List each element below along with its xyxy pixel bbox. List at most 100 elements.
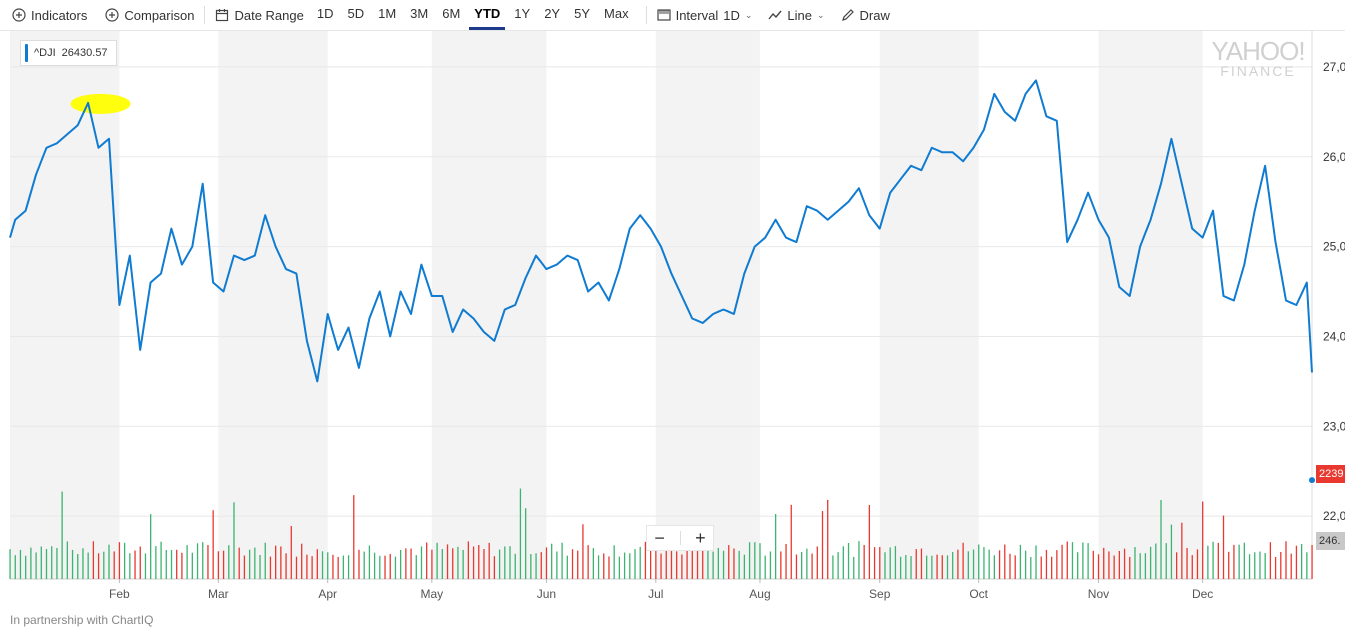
- series-legend[interactable]: ^DJI 26430.57: [20, 40, 117, 66]
- volume-bar: [879, 546, 881, 579]
- volume-bar: [1243, 542, 1245, 579]
- volume-bar: [1118, 550, 1121, 579]
- x-tick-label: Dec: [1192, 587, 1213, 601]
- volume-bar: [196, 543, 199, 579]
- partnership-footer: In partnership with ChartIQ: [10, 613, 154, 627]
- volume-bar: [816, 546, 818, 579]
- volume-bar: [1129, 556, 1131, 579]
- volume-bar: [71, 549, 74, 579]
- plus-circle-icon: [12, 8, 26, 22]
- volume-bar: [155, 546, 157, 579]
- chevron-down-icon: ⌄: [816, 9, 825, 20]
- volume-bar: [134, 550, 136, 579]
- range-1y[interactable]: 1Y: [514, 6, 531, 21]
- volume-bar: [1030, 556, 1032, 579]
- volume-bar: [670, 541, 673, 579]
- comparison-button[interactable]: Comparison: [105, 0, 194, 30]
- zoom-out-button[interactable]: −: [654, 527, 665, 548]
- range-5y[interactable]: 5Y: [574, 6, 591, 21]
- volume-bar: [1097, 554, 1100, 579]
- volume-bar: [728, 545, 730, 579]
- volume-bar: [535, 553, 537, 579]
- volume-bar: [910, 556, 912, 579]
- comparison-label: Comparison: [124, 7, 195, 23]
- volume-bar: [30, 547, 32, 579]
- zoom-in-button[interactable]: +: [695, 527, 706, 548]
- volume-bar: [847, 543, 850, 579]
- interval-button[interactable]: Interval 1D ⌄: [656, 0, 753, 30]
- volume-bar: [9, 549, 11, 579]
- volume-bar: [957, 549, 959, 579]
- range-2y[interactable]: 2Y: [544, 6, 561, 21]
- volume-bar: [743, 554, 746, 579]
- draw-button[interactable]: Draw: [841, 0, 890, 30]
- volume-bar: [1181, 522, 1183, 579]
- volume-bar: [493, 556, 496, 579]
- volume-bar: [842, 546, 844, 579]
- volume-bar: [243, 555, 246, 579]
- volume-bar: [212, 510, 214, 579]
- volume-bar: [1004, 544, 1006, 579]
- volume-bar: [759, 543, 761, 579]
- volume-bar: [1228, 551, 1230, 579]
- range-max[interactable]: Max: [604, 6, 629, 21]
- volume-bar: [1066, 541, 1068, 579]
- range-selector: 1D 5D 1M 3M 6M YTD 1Y 2Y 5Y Max: [310, 0, 636, 30]
- volume-bar: [785, 543, 787, 579]
- volume-bar: [254, 547, 256, 579]
- volume-bar: [702, 545, 704, 579]
- range-1d[interactable]: 1D: [316, 6, 334, 21]
- watermark-line1: YAHOO!: [1211, 36, 1305, 66]
- y-tick-label: 26,0: [1323, 150, 1345, 164]
- volume-bar: [14, 555, 16, 579]
- volume-bar: [582, 524, 584, 579]
- volume-bar: [337, 556, 339, 579]
- volume-bar: [1274, 556, 1277, 579]
- volume-bar: [868, 504, 871, 579]
- volume-bar: [639, 546, 641, 579]
- volume-bar: [524, 508, 527, 579]
- range-ytd[interactable]: YTD: [467, 0, 507, 30]
- volume-bar: [347, 555, 350, 579]
- volume-bar: [61, 491, 63, 579]
- volume-bar: [342, 555, 345, 579]
- volume-bar: [290, 526, 292, 579]
- volume-bar: [660, 553, 662, 579]
- volume-bar: [551, 543, 553, 579]
- volume-bar: [926, 555, 928, 579]
- volume-bar: [623, 552, 626, 579]
- volume-bar: [353, 495, 355, 579]
- chevron-down-icon: ⌄: [744, 9, 753, 20]
- date-range-button[interactable]: Date Range: [215, 0, 304, 30]
- price-chart[interactable]: 27,0 26,0 25,0 24,0 23,0 22,0 Feb Mar Apr May Jun J…: [0, 31, 1345, 621]
- volume-bar: [373, 552, 376, 579]
- volume-bar: [946, 555, 949, 579]
- volume-bar: [754, 542, 756, 579]
- y-tick-label: 24,0: [1323, 329, 1345, 343]
- volume-bar: [587, 545, 589, 579]
- volume-bar: [1040, 556, 1042, 579]
- volume-bar: [311, 556, 313, 579]
- volume-bar: [571, 549, 574, 579]
- month-band: [10, 31, 120, 579]
- volume-bar: [92, 541, 95, 579]
- line-type-button[interactable]: Line ⌄: [768, 0, 825, 30]
- volume-bar: [1035, 545, 1037, 579]
- volume-bar: [873, 547, 876, 579]
- volume-bar: [51, 546, 53, 579]
- volume-bar: [222, 550, 225, 579]
- volume-bar: [332, 554, 334, 579]
- range-6m[interactable]: 6M: [442, 6, 461, 21]
- volume-bar: [988, 549, 990, 579]
- indicators-button[interactable]: Indicators: [12, 0, 87, 30]
- range-3m[interactable]: 3M: [410, 6, 429, 21]
- x-tick-label: Sep: [869, 587, 891, 601]
- volume-bar: [478, 544, 480, 579]
- volume-bar: [774, 514, 777, 579]
- volume-bar: [962, 542, 964, 579]
- range-5d[interactable]: 5D: [347, 6, 365, 21]
- volume-bar: [1087, 543, 1089, 579]
- range-1m[interactable]: 1M: [378, 6, 397, 21]
- volume-bar: [1222, 515, 1225, 579]
- highlight-marker: [70, 93, 131, 114]
